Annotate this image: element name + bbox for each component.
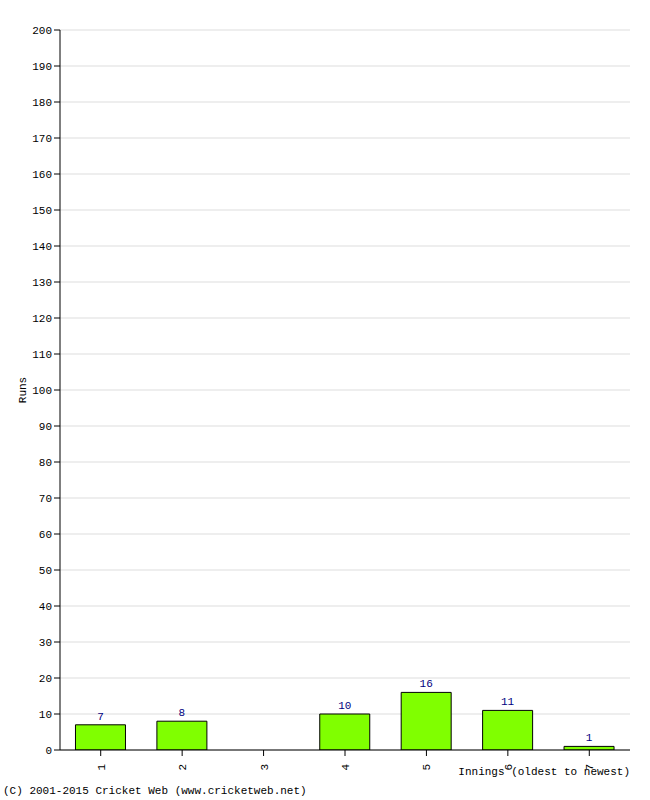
html-text:(C) 2001-2015 Cricket Web (www: (C) 2001-2015 Cricket Web (www.cricketwe… [3, 785, 307, 797]
svg-text:11: 11 [501, 696, 515, 708]
svg-text:5: 5 [421, 764, 433, 771]
svg-text:0: 0 [45, 745, 52, 757]
svg-text:70: 70 [39, 493, 52, 505]
svg-text:60: 60 [39, 529, 52, 541]
svg-text:2: 2 [177, 764, 189, 771]
svg-text:16: 16 [420, 678, 433, 690]
svg-text:30: 30 [39, 637, 52, 649]
svg-text:190: 190 [32, 61, 52, 73]
svg-text:150: 150 [32, 205, 52, 217]
svg-text:130: 130 [32, 277, 52, 289]
svg-text:170: 170 [32, 133, 52, 145]
svg-text:8: 8 [179, 707, 186, 719]
svg-text:200: 200 [32, 25, 52, 37]
svg-text:140: 140 [32, 241, 52, 253]
html-text:Innings (oldest to newest): Innings (oldest to newest) [458, 766, 630, 778]
svg-text:110: 110 [32, 349, 52, 361]
svg-text:Runs: Runs [17, 377, 29, 403]
svg-text:1: 1 [586, 732, 593, 744]
svg-text:100: 100 [32, 385, 52, 397]
svg-text:4: 4 [340, 764, 352, 771]
svg-text:1: 1 [96, 764, 108, 771]
svg-text:80: 80 [39, 457, 52, 469]
svg-text:7: 7 [97, 711, 104, 723]
svg-text:120: 120 [32, 313, 52, 325]
svg-text:180: 180 [32, 97, 52, 109]
svg-text:90: 90 [39, 421, 52, 433]
svg-text:10: 10 [39, 709, 52, 721]
svg-text:20: 20 [39, 673, 52, 685]
svg-text:3: 3 [259, 764, 271, 771]
svg-text:40: 40 [39, 601, 52, 613]
svg-text:10: 10 [338, 700, 351, 712]
svg-text:160: 160 [32, 169, 52, 181]
svg-text:50: 50 [39, 565, 52, 577]
